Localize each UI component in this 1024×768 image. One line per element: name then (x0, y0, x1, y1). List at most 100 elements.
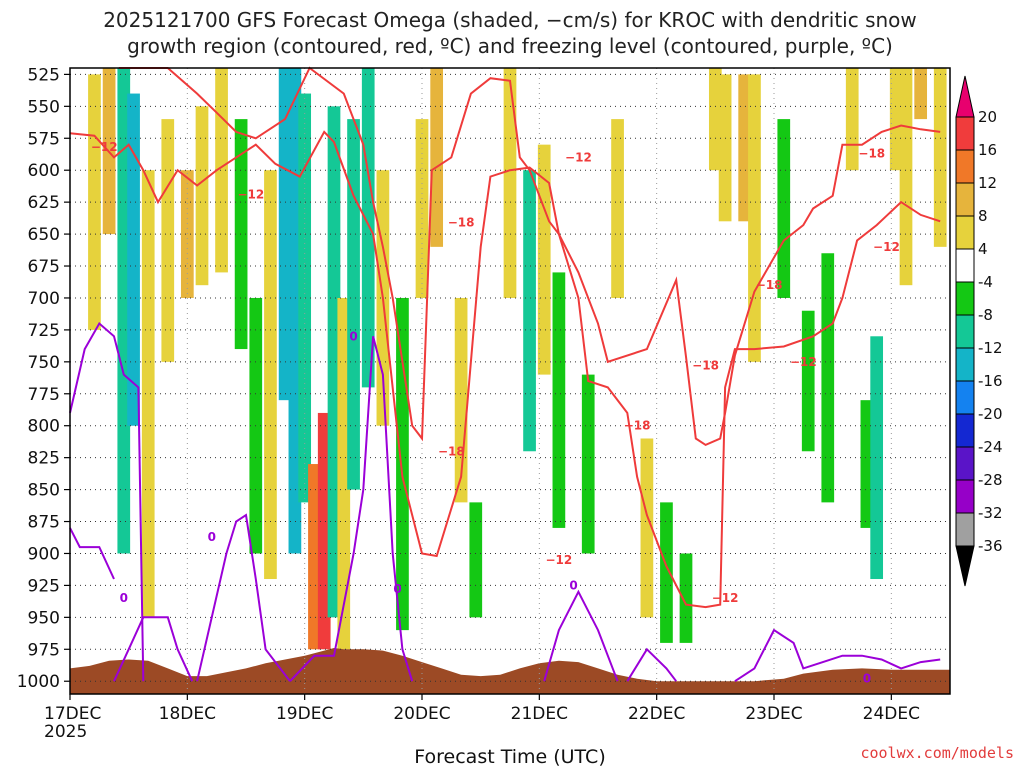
colorbar-swatch (955, 116, 975, 151)
omega-cell (430, 68, 444, 247)
colorbar-swatch (955, 314, 975, 349)
omega-cell (503, 68, 517, 298)
colorbar-swatch (955, 182, 975, 217)
y-tick-label: 775 (28, 385, 60, 405)
y-tick-label: 525 (28, 65, 60, 85)
contour-dendritic_-18C (118, 66, 941, 447)
contour-label: −18 (624, 419, 651, 433)
y-tick-label: 600 (28, 161, 60, 181)
omega-cell (738, 74, 752, 222)
y-tick-label: 550 (28, 97, 60, 117)
y-tick-label: 925 (28, 576, 60, 596)
contour-freezing_0C-segment (196, 513, 291, 682)
omega-cell (899, 68, 913, 286)
omega-cell (870, 336, 884, 580)
credit-text: coolwx.com/models (860, 744, 1014, 762)
contour-freezing_0C-segment (543, 589, 619, 682)
omega-shading (88, 68, 947, 650)
y-tick-label: 1000 (17, 672, 60, 692)
omega-cell (660, 502, 673, 643)
chart-title-line1: 2025121700 GFS Forecast Omega (shaded, −… (103, 8, 917, 32)
omega-cell (347, 119, 360, 490)
omega-cell (933, 68, 947, 247)
y-axis: 525 550 575 600 625 650 675 700 725 750 775 800 825 8… (17, 65, 70, 692)
contour-label: 0 (120, 591, 128, 605)
omega-cell (215, 68, 228, 273)
contour-label: −12 (790, 355, 817, 369)
contour-label: 0 (569, 578, 577, 592)
omega-cell (611, 119, 624, 298)
colorbar-tick-label: -28 (978, 471, 1003, 489)
omega-cell (552, 272, 566, 528)
contour-label: −18 (692, 359, 719, 373)
contour-freezing_0C-segment (289, 336, 414, 682)
colorbar-tick-label: -20 (978, 405, 1003, 423)
y-tick-label: 750 (28, 353, 60, 373)
contour-label: 0 (208, 530, 216, 544)
omega-cell (679, 553, 693, 643)
omega-cell (777, 119, 791, 298)
omega-cell (640, 438, 654, 618)
x-tick-label: 17DEC (44, 704, 101, 724)
x-tick-label: 23DEC (745, 704, 802, 724)
colorbar-tick-label: 4 (978, 240, 988, 258)
omega-cell (298, 93, 312, 503)
contour-label: −12 (565, 150, 592, 164)
colorbar-tick-label: 12 (978, 174, 997, 192)
omega-cell (361, 68, 375, 388)
omega-cell (860, 400, 874, 528)
colorbar-swatch (955, 380, 975, 415)
y-tick-label: 575 (28, 129, 60, 149)
omega-cell (288, 68, 302, 554)
colorbar-swatch (955, 281, 975, 316)
colorbar-tick-label: 20 (978, 108, 997, 126)
omega-cell (821, 253, 835, 503)
omega-cell (748, 74, 761, 362)
omega-cell (469, 502, 483, 618)
omega-cell (234, 119, 248, 350)
omega-cell (117, 68, 131, 554)
y-tick-label: 650 (28, 225, 60, 245)
colorbar-bottom-arrow (955, 545, 975, 587)
contour-label: −12 (91, 140, 118, 154)
x-tick-label: 22DEC (628, 704, 685, 724)
y-tick-label: 875 (28, 513, 60, 533)
colorbar-tick-label: -16 (978, 372, 1003, 390)
x-tick-label: 24DEC (863, 704, 920, 724)
omega-cell (308, 464, 321, 650)
x-tick-label: 21DEC (511, 704, 568, 724)
omega-cell (523, 170, 536, 452)
chart-title-line2: growth region (contoured, red, ºC) and f… (127, 34, 893, 58)
x-tick-label: 19DEC (276, 704, 333, 724)
colorbar-tick-label: -24 (978, 438, 1003, 456)
contour-freezing_0C-segment (113, 616, 194, 682)
contour-label: −18 (448, 216, 475, 230)
contour-dendritic_-12C (69, 130, 941, 609)
omega-cell (801, 310, 815, 452)
colorbar-swatch (955, 215, 975, 250)
colorbar: 20 16 12 8 4 -4 -8 -12 -16 -20 -24 -28 -32 -36 (955, 75, 1003, 587)
x-tick-label: 18DEC (159, 704, 216, 724)
omega-cell (454, 297, 468, 503)
omega-cell (718, 74, 732, 222)
y-tick-label: 825 (28, 449, 60, 469)
terrain (70, 648, 950, 694)
x-year-label: 2025 (44, 722, 87, 742)
omega-cell (141, 170, 155, 618)
omega-cell (914, 68, 928, 120)
terrain-fill (70, 648, 950, 694)
colorbar-swatch (955, 248, 975, 283)
omega-cell (396, 297, 409, 631)
contour-label: −12 (873, 240, 900, 254)
y-tick-label: 625 (28, 193, 60, 213)
colorbar-tick-label: -36 (978, 537, 1003, 555)
colorbar-tick-label: 8 (978, 207, 988, 225)
contour-freezing_0C-segment (626, 647, 677, 682)
y-tick-label: 675 (28, 257, 60, 277)
colorbar-tick-label: -32 (978, 504, 1003, 522)
contour-freezing_0C-segment (734, 628, 941, 683)
colorbar-swatch (955, 149, 975, 184)
contour-label: −18 (438, 444, 465, 458)
contour-label: −12 (712, 591, 739, 605)
